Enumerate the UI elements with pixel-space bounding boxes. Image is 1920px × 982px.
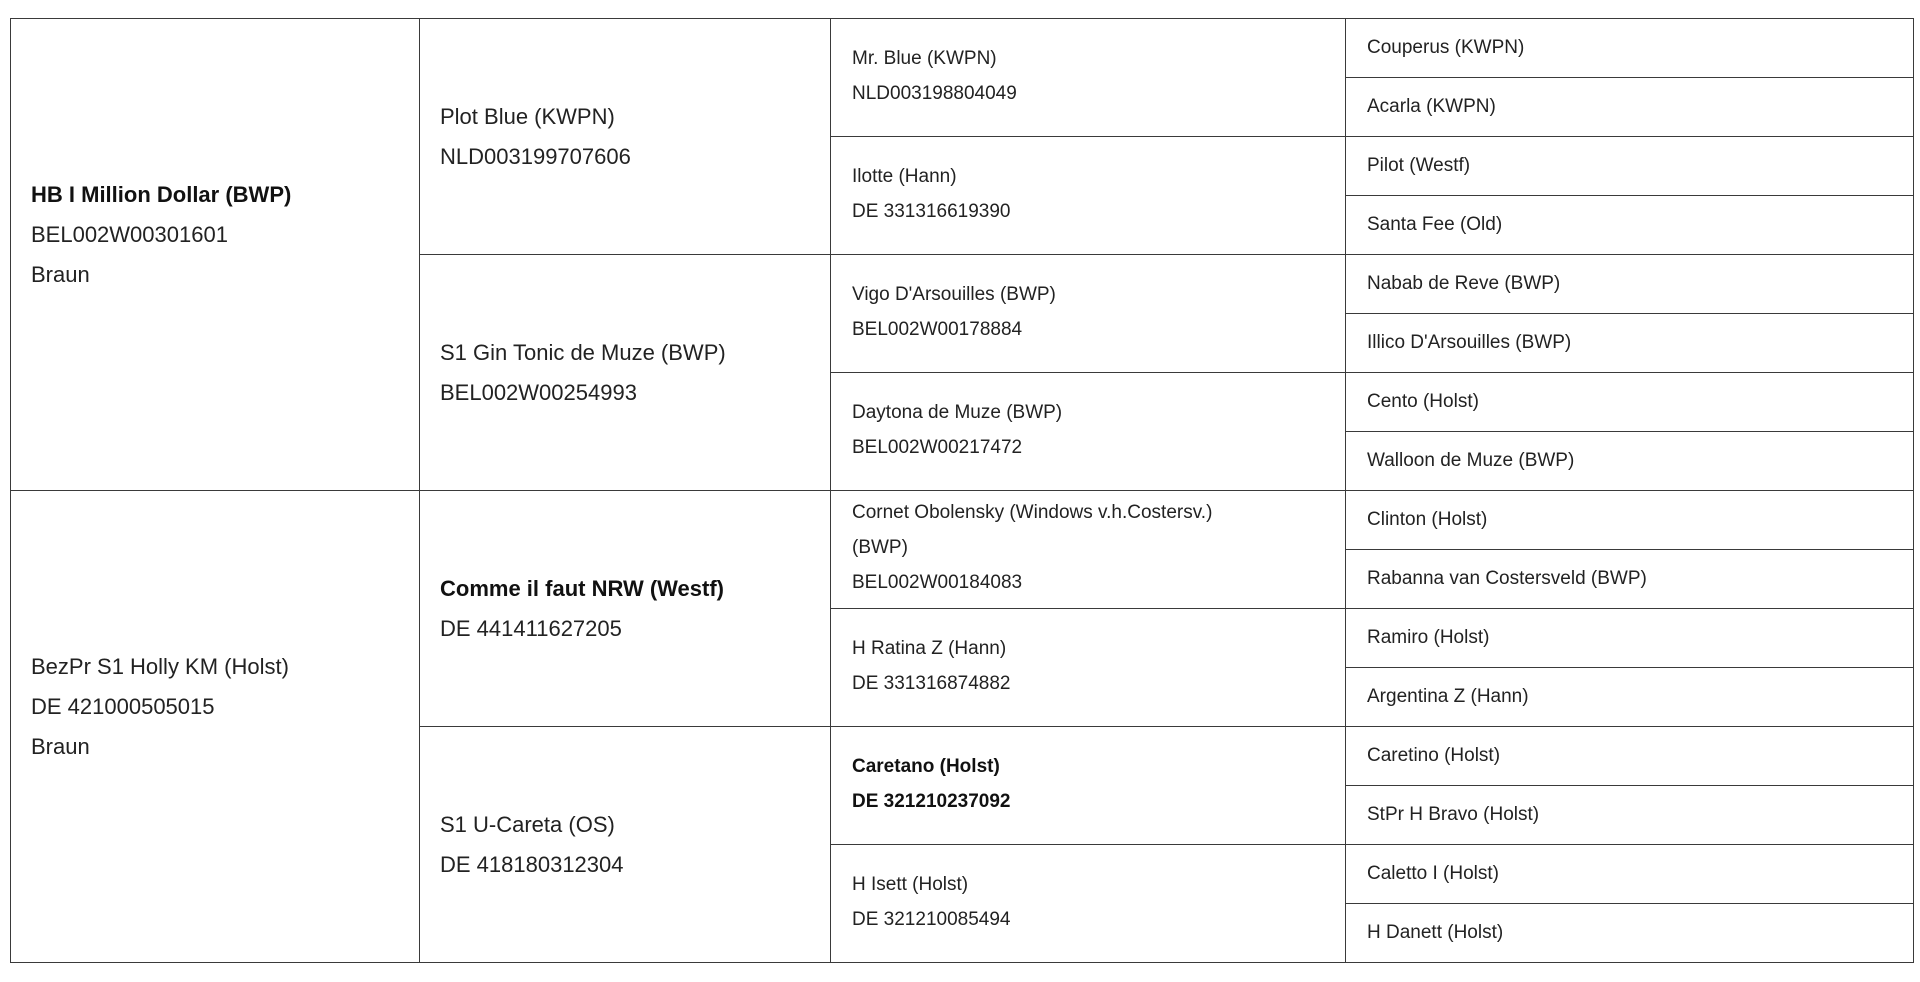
horse-name: H Danett (Holst) [1367, 922, 1504, 943]
horse-registration-number: DE 331316874882 [852, 672, 1011, 694]
horse-registration-number: BEL002W00301601 [31, 221, 228, 247]
horse-name: Caretano (Holst) [852, 755, 1000, 777]
pedigree-cell-gen4: Cento (Holst) [1345, 372, 1914, 432]
pedigree-cell-gen3: H Ratina Z (Hann) DE 331316874882 [830, 608, 1346, 727]
horse-name: Mr. Blue (KWPN) [852, 47, 997, 69]
pedigree-cell-gen4: Argentina Z (Hann) [1345, 667, 1914, 727]
horse-name: Santa Fee (Old) [1367, 214, 1503, 235]
pedigree-cell-gen2: S1 Gin Tonic de Muze (BWP) BEL002W0025499… [419, 254, 831, 491]
pedigree-row: H Ratina Z (Hann) DE 331316874882 Ramiro (… [11, 608, 1914, 727]
horse-registration-number: DE 418180312304 [440, 851, 624, 877]
pedigree-cell-gen1: BezPr S1 Holly KM (Holst) DE 421000505015… [10, 490, 420, 963]
pedigree-row: Daytona de Muze (BWP) BEL002W00217472 Cent… [11, 372, 1914, 491]
horse-registration-number: BEL002W00254993 [440, 379, 637, 405]
horse-name: H Isett (Holst) [852, 873, 969, 895]
pedigree-row: Rabanna van Costersveld (BWP) [11, 549, 1914, 609]
horse-name: Caletto I (Holst) [1367, 863, 1499, 884]
horse-registration-number: BEL002W00184083 [852, 572, 1023, 593]
horse-registration-number: DE 421000505015 [31, 693, 215, 719]
pedigree-row: Santa Fee (Old) [11, 195, 1914, 255]
horse-registration-number: DE 331316619390 [852, 200, 1011, 222]
horse-name: Rabanna van Costersveld (BWP) [1367, 568, 1647, 589]
horse-registration-number: BEL002W00178884 [852, 318, 1023, 340]
pedigree-cell-gen4: Santa Fee (Old) [1345, 195, 1914, 255]
pedigree-row: Ilotte (Hann) DE 331316619390 Pilot (Westf… [11, 136, 1914, 255]
horse-name: Acarla (KWPN) [1367, 96, 1496, 117]
pedigree-cell-gen3: Ilotte (Hann) DE 331316619390 [830, 136, 1346, 255]
pedigree-table: HB I Million Dollar (BWP) BEL002W00301601… [10, 18, 1914, 963]
pedigree-row: H Isett (Holst) DE 321210085494 Caletto I … [11, 844, 1914, 963]
pedigree-cell-gen4: Couperus (KWPN) [1345, 18, 1914, 78]
pedigree-row: S1 Gin Tonic de Muze (BWP) BEL002W0025499… [11, 254, 1914, 491]
horse-name: Ramiro (Holst) [1367, 627, 1490, 648]
pedigree-row: Argentina Z (Hann) [11, 667, 1914, 727]
pedigree-cell-gen4: Acarla (KWPN) [1345, 77, 1914, 137]
pedigree-cell-gen3: Daytona de Muze (BWP) BEL002W00217472 [830, 372, 1346, 491]
horse-name: Argentina Z (Hann) [1367, 686, 1529, 707]
pedigree-cell-gen2: Comme il faut NRW (Westf) DE 441411627205 [419, 490, 831, 727]
pedigree-cell-gen1: HB I Million Dollar (BWP) BEL002W00301601… [10, 18, 420, 491]
horse-color: Braun [31, 733, 90, 759]
pedigree-row: StPr H Bravo (Holst) [11, 785, 1914, 845]
horse-color: Braun [31, 261, 90, 287]
horse-registration-number: DE 321210085494 [852, 908, 1011, 930]
horse-name: Walloon de Muze (BWP) [1367, 450, 1575, 471]
pedigree-cell-gen4: Caletto I (Holst) [1345, 844, 1914, 904]
pedigree-cell-gen2: Plot Blue (KWPN) NLD003199707606 [419, 18, 831, 255]
pedigree-cell-gen3: Vigo D'Arsouilles (BWP) BEL002W00178884 [830, 254, 1346, 373]
pedigree-cell-gen4: Walloon de Muze (BWP) [1345, 431, 1914, 491]
horse-name: Ilotte (Hann) [852, 165, 957, 187]
horse-registration-number: BEL002W00217472 [852, 436, 1023, 458]
horse-name: Cento (Holst) [1367, 391, 1479, 412]
horse-registration-number: NLD003199707606 [440, 143, 631, 169]
horse-name: Caretino (Holst) [1367, 745, 1501, 766]
horse-name: Nabab de Reve (BWP) [1367, 273, 1561, 294]
horse-name: HB I Million Dollar (BWP) [31, 181, 292, 207]
pedigree-cell-gen3: Mr. Blue (KWPN) NLD003198804049 [830, 18, 1346, 137]
horse-registration-number: DE 321210237092 [852, 790, 1011, 812]
pedigree-body: HB I Million Dollar (BWP) BEL002W00301601… [10, 18, 1914, 963]
horse-name: Clinton (Holst) [1367, 509, 1488, 530]
horse-name: Illico D'Arsouilles (BWP) [1367, 332, 1572, 353]
pedigree-cell-gen3: Caretano (Holst) DE 321210237092 [830, 726, 1346, 845]
horse-name: Pilot (Westf) [1367, 155, 1471, 176]
pedigree-cell-gen2: S1 U-Careta (OS) DE 418180312304 [419, 726, 831, 963]
pedigree-cell-gen4: Nabab de Reve (BWP) [1345, 254, 1914, 314]
pedigree-cell-gen4: Clinton (Holst) [1345, 490, 1914, 550]
pedigree-row: H Danett (Holst) [11, 903, 1914, 963]
horse-name: H Ratina Z (Hann) [852, 637, 1007, 659]
pedigree-cell-gen4: Caretino (Holst) [1345, 726, 1914, 786]
pedigree-cell-gen4: Rabanna van Costersveld (BWP) [1345, 549, 1914, 609]
pedigree-cell-gen3: Cornet Obolensky (Windows v.h.Costersv.)… [830, 490, 1346, 609]
horse-name: StPr H Bravo (Holst) [1367, 804, 1540, 825]
pedigree-cell-gen4: H Danett (Holst) [1345, 903, 1914, 963]
pedigree-cell-gen4: Ramiro (Holst) [1345, 608, 1914, 668]
horse-registration-number: DE 441411627205 [440, 615, 622, 641]
horse-name: Comme il faut NRW (Westf) [440, 575, 724, 601]
horse-registration-number: NLD003198804049 [852, 82, 1017, 104]
horse-name: Vigo D'Arsouilles (BWP) [852, 283, 1056, 305]
pedigree-cell-gen4: StPr H Bravo (Holst) [1345, 785, 1914, 845]
horse-name: Plot Blue (KWPN) [440, 103, 615, 129]
horse-name: Cornet Obolensky (Windows v.h.Costersv.)… [852, 502, 1213, 558]
horse-name: BezPr S1 Holly KM (Holst) [31, 653, 289, 679]
pedigree-row: Acarla (KWPN) [11, 77, 1914, 137]
pedigree-cell-gen4: Illico D'Arsouilles (BWP) [1345, 313, 1914, 373]
pedigree-row: BezPr S1 Holly KM (Holst) DE 421000505015… [10, 490, 1914, 963]
pedigree-row: HB I Million Dollar (BWP) BEL002W00301601… [10, 18, 1914, 491]
horse-name: S1 U-Careta (OS) [440, 811, 615, 837]
pedigree-row: S1 U-Careta (OS) DE 418180312304 Caretano … [11, 726, 1914, 963]
horse-name: S1 Gin Tonic de Muze (BWP) [440, 339, 726, 365]
horse-name: Daytona de Muze (BWP) [852, 401, 1063, 423]
pedigree-cell-gen3: H Isett (Holst) DE 321210085494 [830, 844, 1346, 963]
pedigree-cell-gen4: Pilot (Westf) [1345, 136, 1914, 196]
horse-name: Couperus (KWPN) [1367, 37, 1525, 58]
